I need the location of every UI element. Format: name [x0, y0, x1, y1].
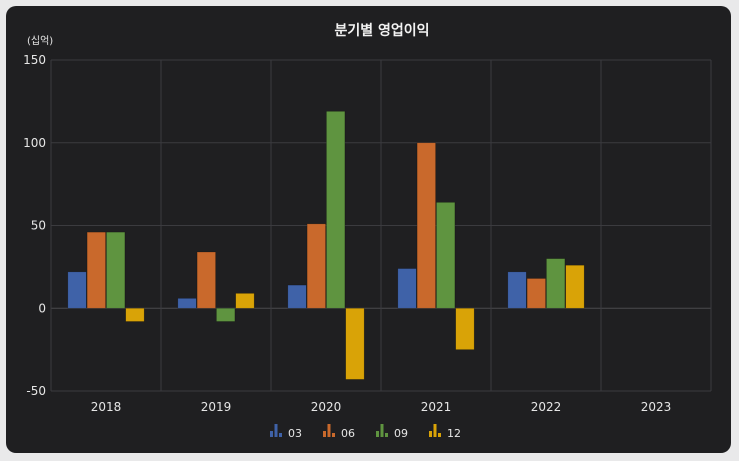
bar-09-2019[interactable]: [216, 307, 236, 322]
x-tick-label: 2022: [531, 400, 562, 414]
legend-item-06[interactable]: 06: [323, 424, 355, 440]
bar-09-2020[interactable]: [326, 111, 346, 309]
bar-12-2020[interactable]: [345, 307, 365, 380]
bar-03-2019[interactable]: [177, 298, 197, 309]
x-tick-label: 2021: [421, 400, 452, 414]
y-axis-unit-label: (십억): [27, 35, 53, 47]
legend-bar-icon: [376, 424, 388, 437]
bar-12-2018[interactable]: [125, 307, 145, 322]
y-tick-label: 100: [23, 136, 46, 150]
legend-item-12[interactable]: 12: [429, 424, 461, 440]
x-tick-label: 2019: [201, 400, 232, 414]
legend-label: 03: [288, 427, 302, 440]
legend-item-03[interactable]: 03: [270, 424, 302, 440]
bar-03-2021[interactable]: [397, 268, 417, 309]
legend[interactable]: 03 06 09 12: [270, 424, 461, 440]
bar-06-2021[interactable]: [416, 142, 436, 309]
bar-03-2020[interactable]: [287, 284, 307, 309]
y-axis-ticks: -50 0 50 100 150: [23, 53, 46, 398]
bar-03-2022[interactable]: [507, 271, 527, 309]
bar-12-2022[interactable]: [565, 264, 585, 309]
y-tick-label: 150: [23, 53, 46, 67]
y-tick-label: 50: [31, 219, 46, 233]
grid-lines: [50, 59, 712, 392]
bar-09-2022[interactable]: [546, 258, 566, 309]
legend-bar-icon: [429, 424, 441, 437]
bar-09-2021[interactable]: [436, 202, 456, 309]
bar-12-2019[interactable]: [235, 293, 255, 309]
y-tick-label: 0: [38, 301, 46, 315]
chart-card: 분기별 영업이익 (십억) -50 0 50 100 150 2018 2019 2020 2…: [6, 6, 731, 453]
legend-label: 09: [394, 427, 408, 440]
legend-item-09[interactable]: 09: [376, 424, 408, 440]
legend-bar-icon: [323, 424, 335, 437]
y-tick-label: -50: [26, 384, 46, 398]
bar-06-2018[interactable]: [86, 231, 106, 309]
x-tick-label: 2018: [91, 400, 122, 414]
x-tick-label: 2023: [641, 400, 672, 414]
bar-03-2018[interactable]: [67, 271, 87, 309]
legend-label: 06: [341, 427, 355, 440]
bar-06-2019[interactable]: [196, 251, 216, 309]
bar-06-2020[interactable]: [306, 223, 326, 309]
legend-bar-icon: [270, 424, 282, 437]
bar-09-2018[interactable]: [106, 231, 126, 309]
x-axis-ticks: 2018 2019 2020 2021 2022 2023: [91, 400, 672, 414]
bar-06-2022[interactable]: [526, 278, 546, 309]
bars: [67, 111, 585, 380]
legend-label: 12: [447, 427, 461, 440]
chart-title: 분기별 영업이익: [334, 22, 429, 39]
x-tick-label: 2020: [311, 400, 342, 414]
bar-12-2021[interactable]: [455, 307, 475, 350]
